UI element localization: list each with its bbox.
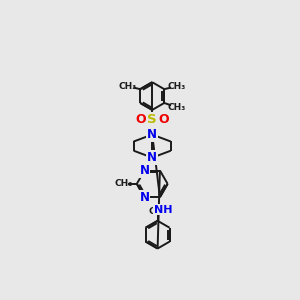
- Text: N: N: [140, 191, 149, 204]
- Text: N: N: [147, 128, 157, 141]
- Text: O: O: [135, 113, 146, 126]
- Text: CH₃: CH₃: [167, 103, 186, 112]
- Text: CH₃: CH₃: [167, 82, 186, 91]
- Text: NH: NH: [154, 205, 172, 214]
- Text: N: N: [140, 164, 149, 177]
- Text: CH₃: CH₃: [148, 207, 167, 216]
- Text: CH₃: CH₃: [115, 179, 133, 188]
- Text: S: S: [147, 113, 157, 126]
- Text: O: O: [158, 113, 169, 126]
- Text: N: N: [147, 151, 157, 164]
- Text: CH₃: CH₃: [119, 82, 137, 91]
